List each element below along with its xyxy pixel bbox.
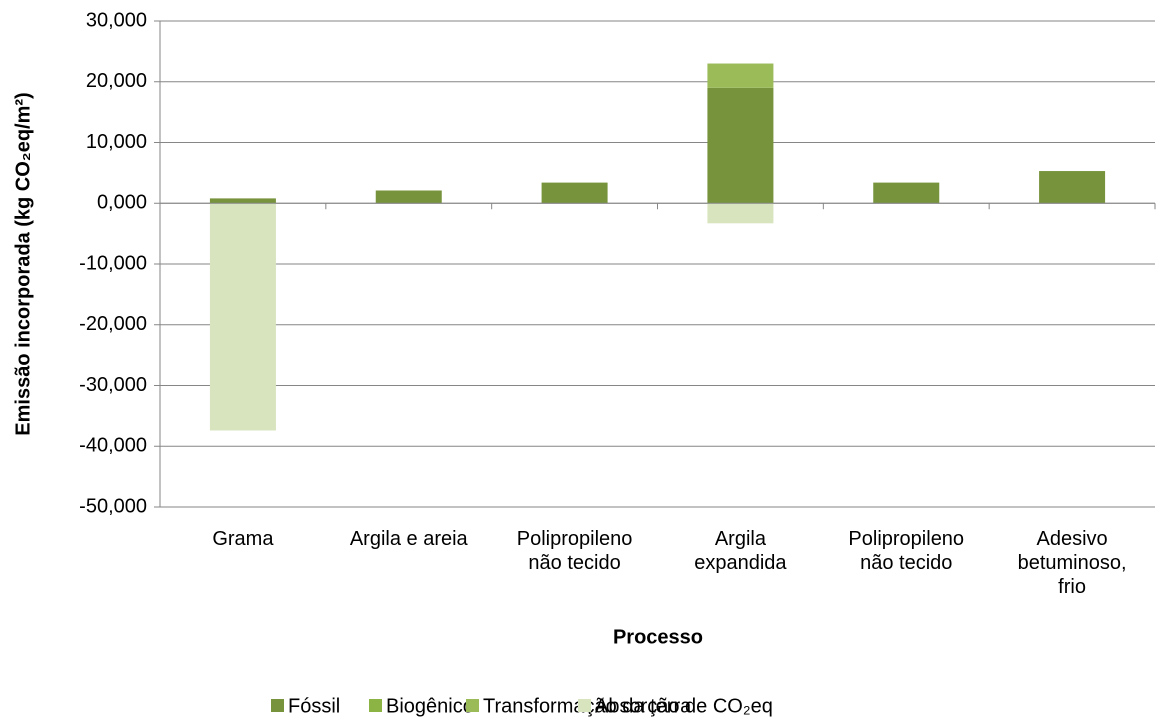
x-tick-label: Argila expandida xyxy=(694,528,787,574)
y-tick-label: -40,000 xyxy=(79,435,147,457)
x-tick-label: Polipropileno não tecido xyxy=(848,528,965,574)
x-tick-label: Polipropileno não tecido xyxy=(516,528,633,574)
bar-segment xyxy=(209,198,276,204)
legend-label: Biogênico xyxy=(386,695,474,717)
y-tick-label: -50,000 xyxy=(79,495,147,517)
y-tick-label: 0,000 xyxy=(97,192,147,214)
bar-segment xyxy=(209,203,276,431)
legend-swatch xyxy=(578,699,591,712)
y-tick-label: 30,000 xyxy=(86,9,147,31)
y-tick-label: -30,000 xyxy=(79,374,147,396)
legend-swatch xyxy=(466,699,479,712)
x-tick-label: Grama xyxy=(212,528,274,550)
bar-segment xyxy=(375,190,442,204)
legend-swatch xyxy=(369,699,382,712)
bar-segment xyxy=(707,63,774,88)
y-tick-label: -20,000 xyxy=(79,313,147,335)
bar-segment xyxy=(873,182,940,204)
bar-segment xyxy=(1039,171,1106,204)
bar-segment xyxy=(541,182,608,204)
legend-label: Absorção de CO₂eq xyxy=(595,695,773,717)
legend-label: Fóssil xyxy=(288,695,340,717)
bar-segment xyxy=(707,87,774,204)
y-axis-title: Emissão incorporada (kg CO₂eq/m²) xyxy=(12,92,34,435)
y-tick-label: -10,000 xyxy=(79,252,147,274)
bar-segment xyxy=(707,203,774,224)
y-tick-label: 20,000 xyxy=(86,70,147,92)
x-tick-label: Argila e areia xyxy=(349,528,468,550)
y-tick-label: 10,000 xyxy=(86,131,147,153)
legend-swatch xyxy=(271,699,284,712)
x-axis-title: Processo xyxy=(613,626,703,648)
x-tick-label: Adesivo betuminoso, frio xyxy=(1017,528,1127,598)
